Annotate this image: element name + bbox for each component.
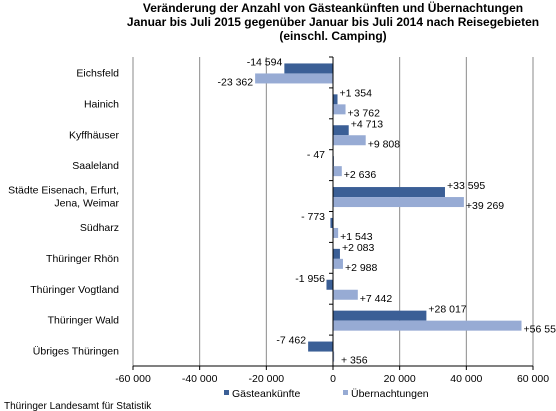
data-label: - 773 (301, 211, 325, 223)
bar-gaesteankuenfte (333, 310, 427, 321)
x-tick-label: -20 000 (249, 373, 285, 385)
category-label: Jena, Weimar (54, 198, 119, 210)
category-label: Übriges Thüringen (33, 346, 119, 358)
source-note: Thüringer Landesamt für Statistik (4, 401, 152, 411)
category-label: Kyffhäuser (69, 129, 120, 141)
bar-gaesteankuenfte (333, 94, 338, 105)
bar-uebernachtungen (255, 73, 333, 84)
bar-gaesteankuenfte (308, 341, 333, 352)
bar-gaesteankuenfte (333, 248, 340, 259)
bar-uebernachtungen (333, 320, 522, 331)
data-label: -1 956 (295, 273, 325, 285)
category-label: Saaleland (72, 160, 119, 172)
bar-uebernachtungen (333, 351, 335, 362)
data-label: +3 762 (348, 107, 381, 119)
chart-title-line-3: (einschl. Camping) (279, 29, 386, 43)
data-labels: -14 594 -23 362 +1 354 +3 762+4 713 +9 808 - … (218, 56, 556, 366)
bar-uebernachtungen (333, 104, 346, 115)
bar-uebernachtungen (333, 135, 366, 146)
category-label: Thüringer Rhön (46, 253, 119, 265)
data-label: - 47 (307, 149, 325, 161)
category-label: Thüringer Vogtland (30, 284, 119, 296)
data-label: +2 988 (345, 262, 378, 274)
data-label: + 356 (341, 355, 368, 367)
data-label: +39 269 (466, 200, 504, 212)
data-label: +1 354 (340, 87, 373, 99)
x-tick-label: 60 000 (517, 373, 549, 385)
data-label: +1 543 (340, 231, 373, 243)
chart-title-line-2: Januar bis Juli 2015 gegenüber Januar bi… (127, 15, 539, 29)
data-label: +2 083 (342, 242, 375, 254)
category-label: Thüringer Wald (48, 315, 120, 327)
bar-gaesteankuenfte (326, 279, 333, 290)
bar-uebernachtungen (333, 166, 342, 177)
x-tick-label: -60 000 (115, 373, 151, 385)
data-label: +2 636 (344, 169, 377, 181)
chart-title: Veränderung der Anzahl von Gästeankünfte… (127, 0, 539, 43)
category-labels: Eichsfeld Hainich Kyffhäuser Saaleland Städt… (8, 67, 119, 357)
data-label: +56 552 (524, 324, 556, 336)
x-tick-label: 20 000 (384, 373, 416, 385)
category-label: Südharz (80, 222, 119, 234)
category-label: Eichsfeld (76, 67, 119, 79)
x-tick-labels: -60 000 -40 000 -20 000 0 20 000 40 000 60 000 (115, 373, 549, 385)
bar-uebernachtungen (333, 227, 339, 238)
bar-uebernachtungen (333, 197, 464, 208)
axis (132, 56, 534, 370)
data-label: -23 362 (218, 76, 254, 88)
legend-swatch (343, 390, 348, 395)
legend-label: Gästeankünfte (232, 388, 300, 400)
legend: Gästeankünfte Übernachtungen (224, 388, 429, 400)
bar-gaesteankuenfte (333, 125, 349, 136)
data-label: -7 462 (276, 335, 306, 347)
data-label: +4 713 (351, 118, 384, 130)
data-label: +33 595 (447, 180, 485, 192)
bar-gaesteankuenfte (330, 217, 333, 228)
bar-uebernachtungen (333, 258, 343, 269)
chart-title-line-1: Veränderung der Anzahl von Gästeankünfte… (143, 0, 523, 15)
data-label: +7 442 (360, 293, 393, 305)
legend-swatch (224, 390, 229, 395)
x-tick-label: 40 000 (450, 373, 482, 385)
x-tick-label: 0 (330, 373, 336, 385)
data-label: -14 594 (247, 56, 283, 68)
data-label: +9 808 (368, 138, 401, 150)
legend-label: Übernachtungen (351, 388, 429, 400)
x-tick-label: -40 000 (182, 373, 218, 385)
bar-uebernachtungen (333, 289, 358, 300)
bars (255, 63, 522, 362)
category-label: Städte Eisenach, Erfurt, (8, 185, 119, 197)
data-label: +28 017 (428, 304, 466, 316)
bar-gaesteankuenfte (333, 187, 445, 198)
grid-lines (132, 57, 534, 366)
bar-gaesteankuenfte (284, 63, 333, 74)
category-label: Hainich (84, 98, 119, 110)
